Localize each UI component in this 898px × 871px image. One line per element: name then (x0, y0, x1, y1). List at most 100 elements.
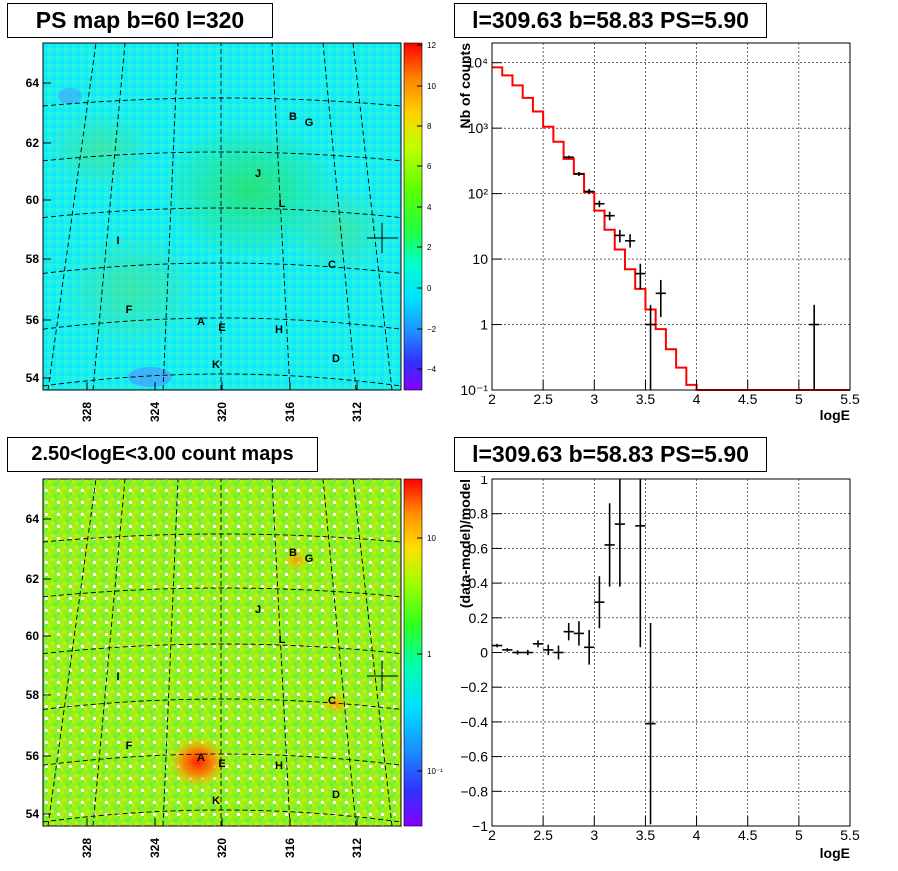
cm-lat-line (42, 809, 402, 823)
cm-y-tick-label: 56 (26, 749, 40, 763)
count-map-x-ticks: 328 324 320 316 312 (80, 818, 364, 858)
ps-lat-line (42, 207, 402, 219)
residual-panel: 2 2.5 3 3.5 4 4.5 5 5.5 −1 −0.8 −0.6 −0.4 −0.2 0 0.2 0… (457, 476, 860, 861)
spectrum-data-point (635, 263, 646, 289)
ps-x-tick-label: 312 (350, 402, 364, 422)
ps-colorbar-tick-label: 4 (427, 203, 432, 212)
spectrum-x-tick-label: 3 (590, 391, 598, 407)
spectrum-grid (492, 43, 850, 390)
residual-x-label: logE (820, 845, 850, 861)
ps-y-tick-label: 64 (26, 76, 40, 90)
ps-lat-line (42, 317, 402, 330)
ps-colorbar-tick-label: 8 (427, 122, 432, 131)
residual-data-point (543, 644, 554, 656)
ps-x-tick-label: 316 (283, 402, 297, 422)
residual-x-tick-label: 5.5 (840, 827, 860, 843)
count-map-source-blobs (168, 548, 350, 788)
residual-y-tick-label: −1 (472, 818, 488, 834)
residual-data-point (594, 576, 605, 629)
spectrum-x-tick-label: 4 (693, 391, 701, 407)
cm-x-tick-label: 320 (215, 838, 229, 858)
cm-lon-line (322, 478, 357, 827)
ps-lon-line (322, 42, 357, 391)
ps-y-tick-label: 56 (26, 313, 40, 327)
ps-source-label-c: C (328, 259, 336, 271)
spectrum-data-point (614, 229, 625, 243)
ps-colorbar-tick-label: −4 (427, 365, 437, 374)
spectrum-data-point (655, 279, 666, 318)
residual-data-point (614, 479, 625, 587)
cm-y-tick-label: 58 (26, 688, 40, 702)
spectrum-model-histogram (492, 66, 850, 391)
ps-source-label-e: E (218, 322, 225, 334)
cm-y-tick-label: 54 (26, 807, 40, 821)
ps-colorbar-tick-label: 0 (427, 284, 432, 293)
cm-lat-line (42, 533, 402, 543)
residual-data-point (573, 621, 585, 646)
ps-y-tick-label: 54 (26, 371, 40, 385)
residual-data-point (532, 640, 544, 648)
ps-x-tick-label: 324 (148, 402, 162, 422)
residual-y-label: (data-model)/model (457, 479, 473, 608)
ps-colorbar-tick-label: 12 (427, 41, 436, 50)
residual-data-points (492, 479, 656, 825)
ps-source-label-i: I (116, 235, 119, 247)
cm-x-tick-label: 328 (80, 838, 94, 858)
cm-source-label-l: L (279, 634, 286, 646)
ps-lat-line (42, 97, 402, 107)
cm-colorbar-tick-label: 10⁻¹ (427, 767, 443, 776)
count-map-panel: A B C D E F G H I J K L 328 324 320 316 312 54 56 58 60 62 6… (26, 478, 443, 858)
cm-source-label-f: F (126, 740, 133, 752)
residual-x-tick-label: 2.5 (533, 827, 553, 843)
ps-lon-line (162, 42, 179, 391)
cm-lon-line (352, 478, 393, 827)
cm-source-label-b: B (289, 547, 297, 559)
spectrum-data-point (563, 155, 574, 159)
residual-y-tick-label: −0.4 (460, 714, 488, 730)
ps-lat-line (42, 373, 402, 387)
residual-y-tick-label: 0.2 (469, 610, 489, 626)
ps-map-coordinate-grid (42, 42, 402, 391)
residual-x-ticks: 2 2.5 3 3.5 4 4.5 5 5.5 (488, 816, 860, 843)
residual-data-point (563, 623, 574, 641)
spectrum-y-tick-label: 10⁴ (466, 55, 488, 71)
residual-y-tick-label: −0.2 (460, 679, 488, 695)
spectrum-data-point (604, 211, 615, 221)
residual-y-tick-label: 1 (480, 476, 488, 487)
spectrum-title: l=309.63 b=58.83 PS=5.90 (454, 3, 767, 38)
spectrum-data-point (624, 234, 636, 248)
cm-lon-line (47, 478, 97, 827)
spectrum-y-ticks: 10⁻¹ 1 10 10² 10³ 10⁴ (460, 55, 502, 398)
cm-x-tick-label: 316 (283, 838, 297, 858)
cm-lon-line (271, 478, 291, 827)
cm-source-label-d: D (332, 789, 340, 801)
cm-source-label-k: K (212, 795, 220, 807)
spectrum-data-point (809, 304, 820, 390)
spectrum-y-tick-label: 10 (472, 251, 488, 267)
residual-data-point (492, 643, 503, 648)
residual-data-point (553, 645, 564, 660)
ps-map-target-marker (367, 223, 398, 253)
spectrum-data-point (573, 171, 585, 176)
residual-data-point (502, 648, 513, 652)
residual-y-tick-label: −0.8 (460, 783, 488, 799)
ps-source-label-g: G (305, 117, 314, 129)
count-map-coordinate-grid (42, 478, 402, 827)
ps-lon-line (47, 42, 97, 391)
residual-data-point (512, 650, 523, 655)
spectrum-data-point (645, 304, 656, 390)
cm-y-tick-label: 60 (26, 629, 40, 643)
ps-map-x-ticks: 328 324 320 316 312 (80, 382, 364, 422)
spectrum-x-tick-label: 4.5 (738, 391, 758, 407)
spectrum-x-label: logE (820, 407, 850, 423)
residual-y-tick-label: −0.6 (460, 749, 488, 765)
cm-lon-line (162, 478, 179, 827)
residual-y-tick-label: 0.6 (469, 540, 489, 556)
residual-data-point (604, 503, 615, 587)
spectrum-x-tick-label: 2.5 (533, 391, 553, 407)
residual-x-tick-label: 4 (693, 827, 701, 843)
count-map-colorbar-ticks: 10 1 10⁻¹ (417, 534, 443, 776)
spectrum-data-point (584, 188, 595, 195)
cm-source-label-g: G (305, 553, 314, 565)
